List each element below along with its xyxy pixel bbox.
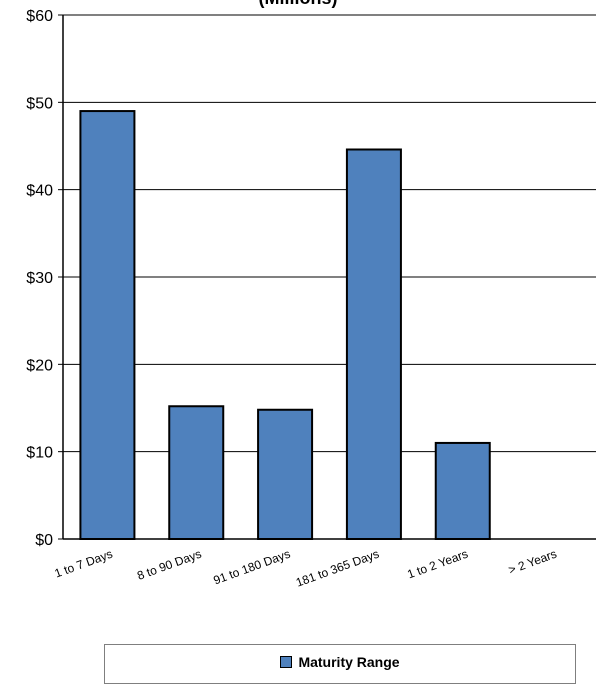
bar [168,405,225,540]
y-tick-label: $40 [26,183,53,200]
y-tick-label: $60 [26,8,53,25]
x-tick-label: > 2 Years [506,547,558,577]
x-tick-label: 91 to 180 Days [211,547,292,588]
x-tick-label: 8 to 90 Days [135,547,203,583]
grid-lines [63,14,596,453]
axes [58,14,596,540]
bars [79,110,491,540]
x-tick-label: 1 to 7 Days [53,547,115,581]
bar [257,408,314,540]
chart-title: (Millions) [60,0,536,9]
x-tick-labels: 1 to 7 Days 8 to 90 Days 91 to 180 Days 181… [53,547,559,590]
y-tick-label: $10 [26,445,53,462]
legend-label: Maturity Range [298,654,400,670]
y-tick-label: $0 [35,532,53,549]
bar [434,441,491,540]
x-tick-label: 1 to 2 Years [405,547,469,582]
bar-chart: $0 $10 $20 $30 $40 $50 $60 1 to 7 Days 8 to 90 … [26,8,596,590]
y-tick-labels: $0 $10 $20 $30 $40 $50 $60 [26,8,53,549]
legend-swatch [280,656,293,668]
y-tick-label: $30 [26,270,53,287]
y-tick-label: $20 [26,357,53,374]
bar [345,148,402,540]
legend: Maturity Range [104,644,576,684]
y-tick-label: $50 [26,95,53,112]
bar [79,110,136,540]
x-tick-label: 181 to 365 Days [294,547,381,590]
